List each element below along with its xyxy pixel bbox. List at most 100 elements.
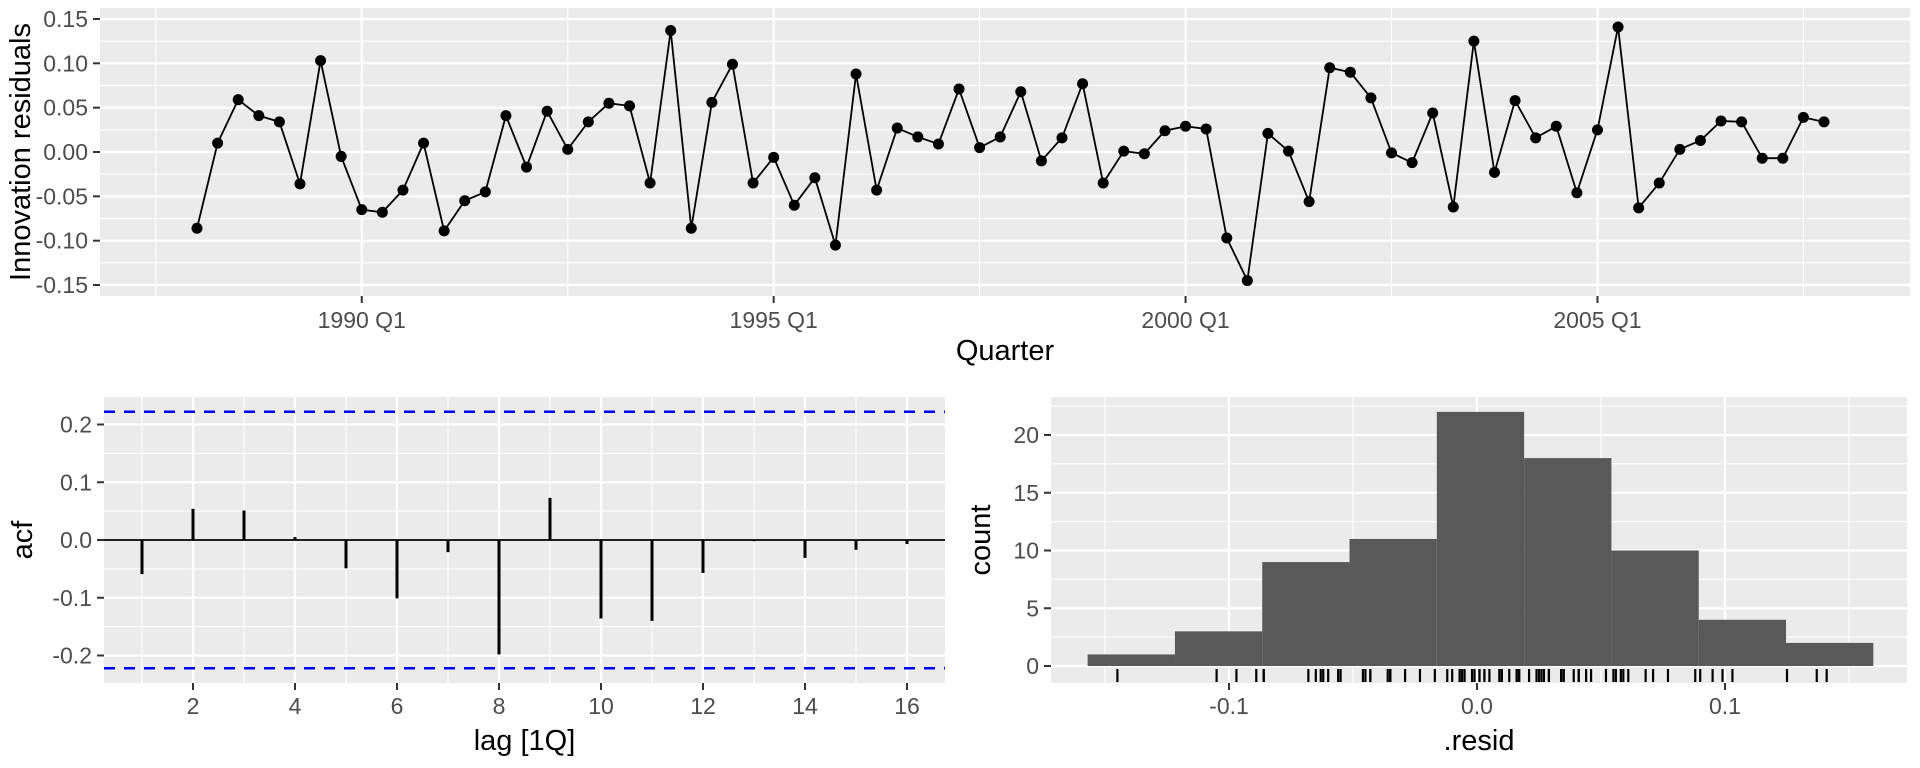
y-tick-label: 0.00 (43, 139, 88, 165)
y-tick-label: -0.1 (52, 585, 92, 611)
series-point (232, 94, 244, 106)
series-point (562, 143, 574, 155)
series-point (1530, 132, 1542, 144)
series-point (829, 239, 841, 251)
y-tick-label: 15 (1013, 480, 1039, 506)
x-tick-label: 16 (894, 693, 920, 719)
series-point (1406, 157, 1418, 169)
series-point (788, 199, 800, 211)
series-point (418, 137, 430, 149)
series-point (315, 55, 327, 67)
y-tick-label: 0.10 (43, 50, 88, 76)
histogram-bar (1698, 619, 1787, 666)
series-point (335, 150, 347, 162)
series-point (1344, 66, 1356, 78)
series-point (1674, 143, 1686, 155)
series-point (1488, 166, 1500, 178)
x-tick-label: 1995 Q1 (730, 307, 818, 333)
series-point (1715, 115, 1727, 127)
histogram-bar (1087, 654, 1175, 666)
series-point (1180, 120, 1192, 132)
histogram-panel: 0 5 10 15 20 -0.1 0.0 0.1 .resid count (965, 397, 1907, 757)
series-point (1056, 132, 1068, 144)
series-point (726, 58, 738, 70)
series-point (1035, 155, 1047, 167)
histogram-bar (1262, 562, 1350, 666)
series-point (1262, 127, 1274, 139)
series-point (212, 137, 224, 149)
x-tick-label: 2005 Q1 (1553, 307, 1641, 333)
x-tick-label: 0.1 (1709, 693, 1741, 719)
series-point (582, 116, 594, 128)
x-tick-label: -0.1 (1209, 693, 1249, 719)
series-point (1097, 177, 1109, 189)
series-point (1077, 78, 1089, 90)
x-tick-label: 1990 Q1 (318, 307, 406, 333)
series-point (1612, 21, 1624, 33)
series-point (685, 222, 697, 234)
series-point (438, 225, 450, 237)
series-point (397, 184, 409, 196)
series-point (1468, 35, 1480, 47)
series-point (1324, 62, 1336, 74)
histogram-bar (1174, 631, 1263, 666)
series-point (1159, 125, 1171, 137)
x-axis-title: Quarter (956, 335, 1055, 367)
series-point (500, 110, 512, 122)
series-point (521, 161, 533, 173)
series-point (747, 177, 759, 189)
y-tick-label: -0.10 (36, 228, 88, 254)
series-point (768, 151, 780, 163)
y-tick-label: 0.0 (60, 527, 92, 553)
series-point (459, 195, 471, 207)
y-axis-title: count (965, 505, 997, 576)
histogram-bar (1524, 458, 1612, 666)
y-tick-label: 5 (1026, 595, 1039, 621)
series-point (1756, 152, 1768, 164)
y-axis-title: acf (7, 520, 39, 560)
series-point (479, 186, 491, 198)
series-point (912, 131, 924, 143)
acf-panel: 0.2 0.1 0.0 -0.1 -0.2 2 4 6 8 10 12 14 16 lag [1Q] acf (7, 397, 945, 757)
series-point (1447, 201, 1459, 213)
series-point (1797, 111, 1809, 123)
x-tick-label: 6 (391, 693, 404, 719)
series-point (1015, 86, 1027, 98)
series-point (1303, 196, 1315, 208)
x-tick-label: 8 (493, 693, 506, 719)
x-tick-label: 4 (289, 693, 302, 719)
x-tick-label: 12 (690, 693, 716, 719)
series-point (1633, 202, 1645, 214)
x-tick-label: 0.0 (1461, 693, 1493, 719)
y-tick-label: 0.05 (43, 95, 88, 121)
series-point (974, 142, 986, 154)
series-point (1777, 152, 1789, 164)
y-tick-label: 20 (1013, 422, 1039, 448)
series-point (1283, 145, 1295, 157)
histogram-bar (1611, 550, 1699, 666)
series-point (1591, 124, 1603, 136)
series-point (891, 122, 903, 134)
series-point (541, 105, 553, 117)
x-tick-label: 14 (792, 693, 818, 719)
series-point (932, 138, 944, 150)
series-point (273, 116, 285, 128)
x-tick-label: 2000 Q1 (1141, 307, 1229, 333)
series-point (1138, 148, 1150, 160)
series-point (850, 68, 862, 80)
series-point (1118, 145, 1130, 157)
y-tick-label: -0.05 (36, 183, 88, 209)
series-point (623, 100, 635, 112)
series-point (191, 222, 203, 234)
y-tick-label: 0.15 (43, 6, 88, 32)
y-axis-title: Innovation residuals (5, 23, 37, 281)
x-tick-label: 2 (187, 693, 200, 719)
series-point (706, 96, 718, 108)
y-tick-label: -0.15 (36, 272, 88, 298)
series-point (1653, 177, 1665, 189)
series-point (665, 25, 677, 37)
y-tick-label: -0.2 (52, 643, 92, 669)
series-point (1509, 95, 1521, 107)
series-point (1818, 116, 1830, 128)
